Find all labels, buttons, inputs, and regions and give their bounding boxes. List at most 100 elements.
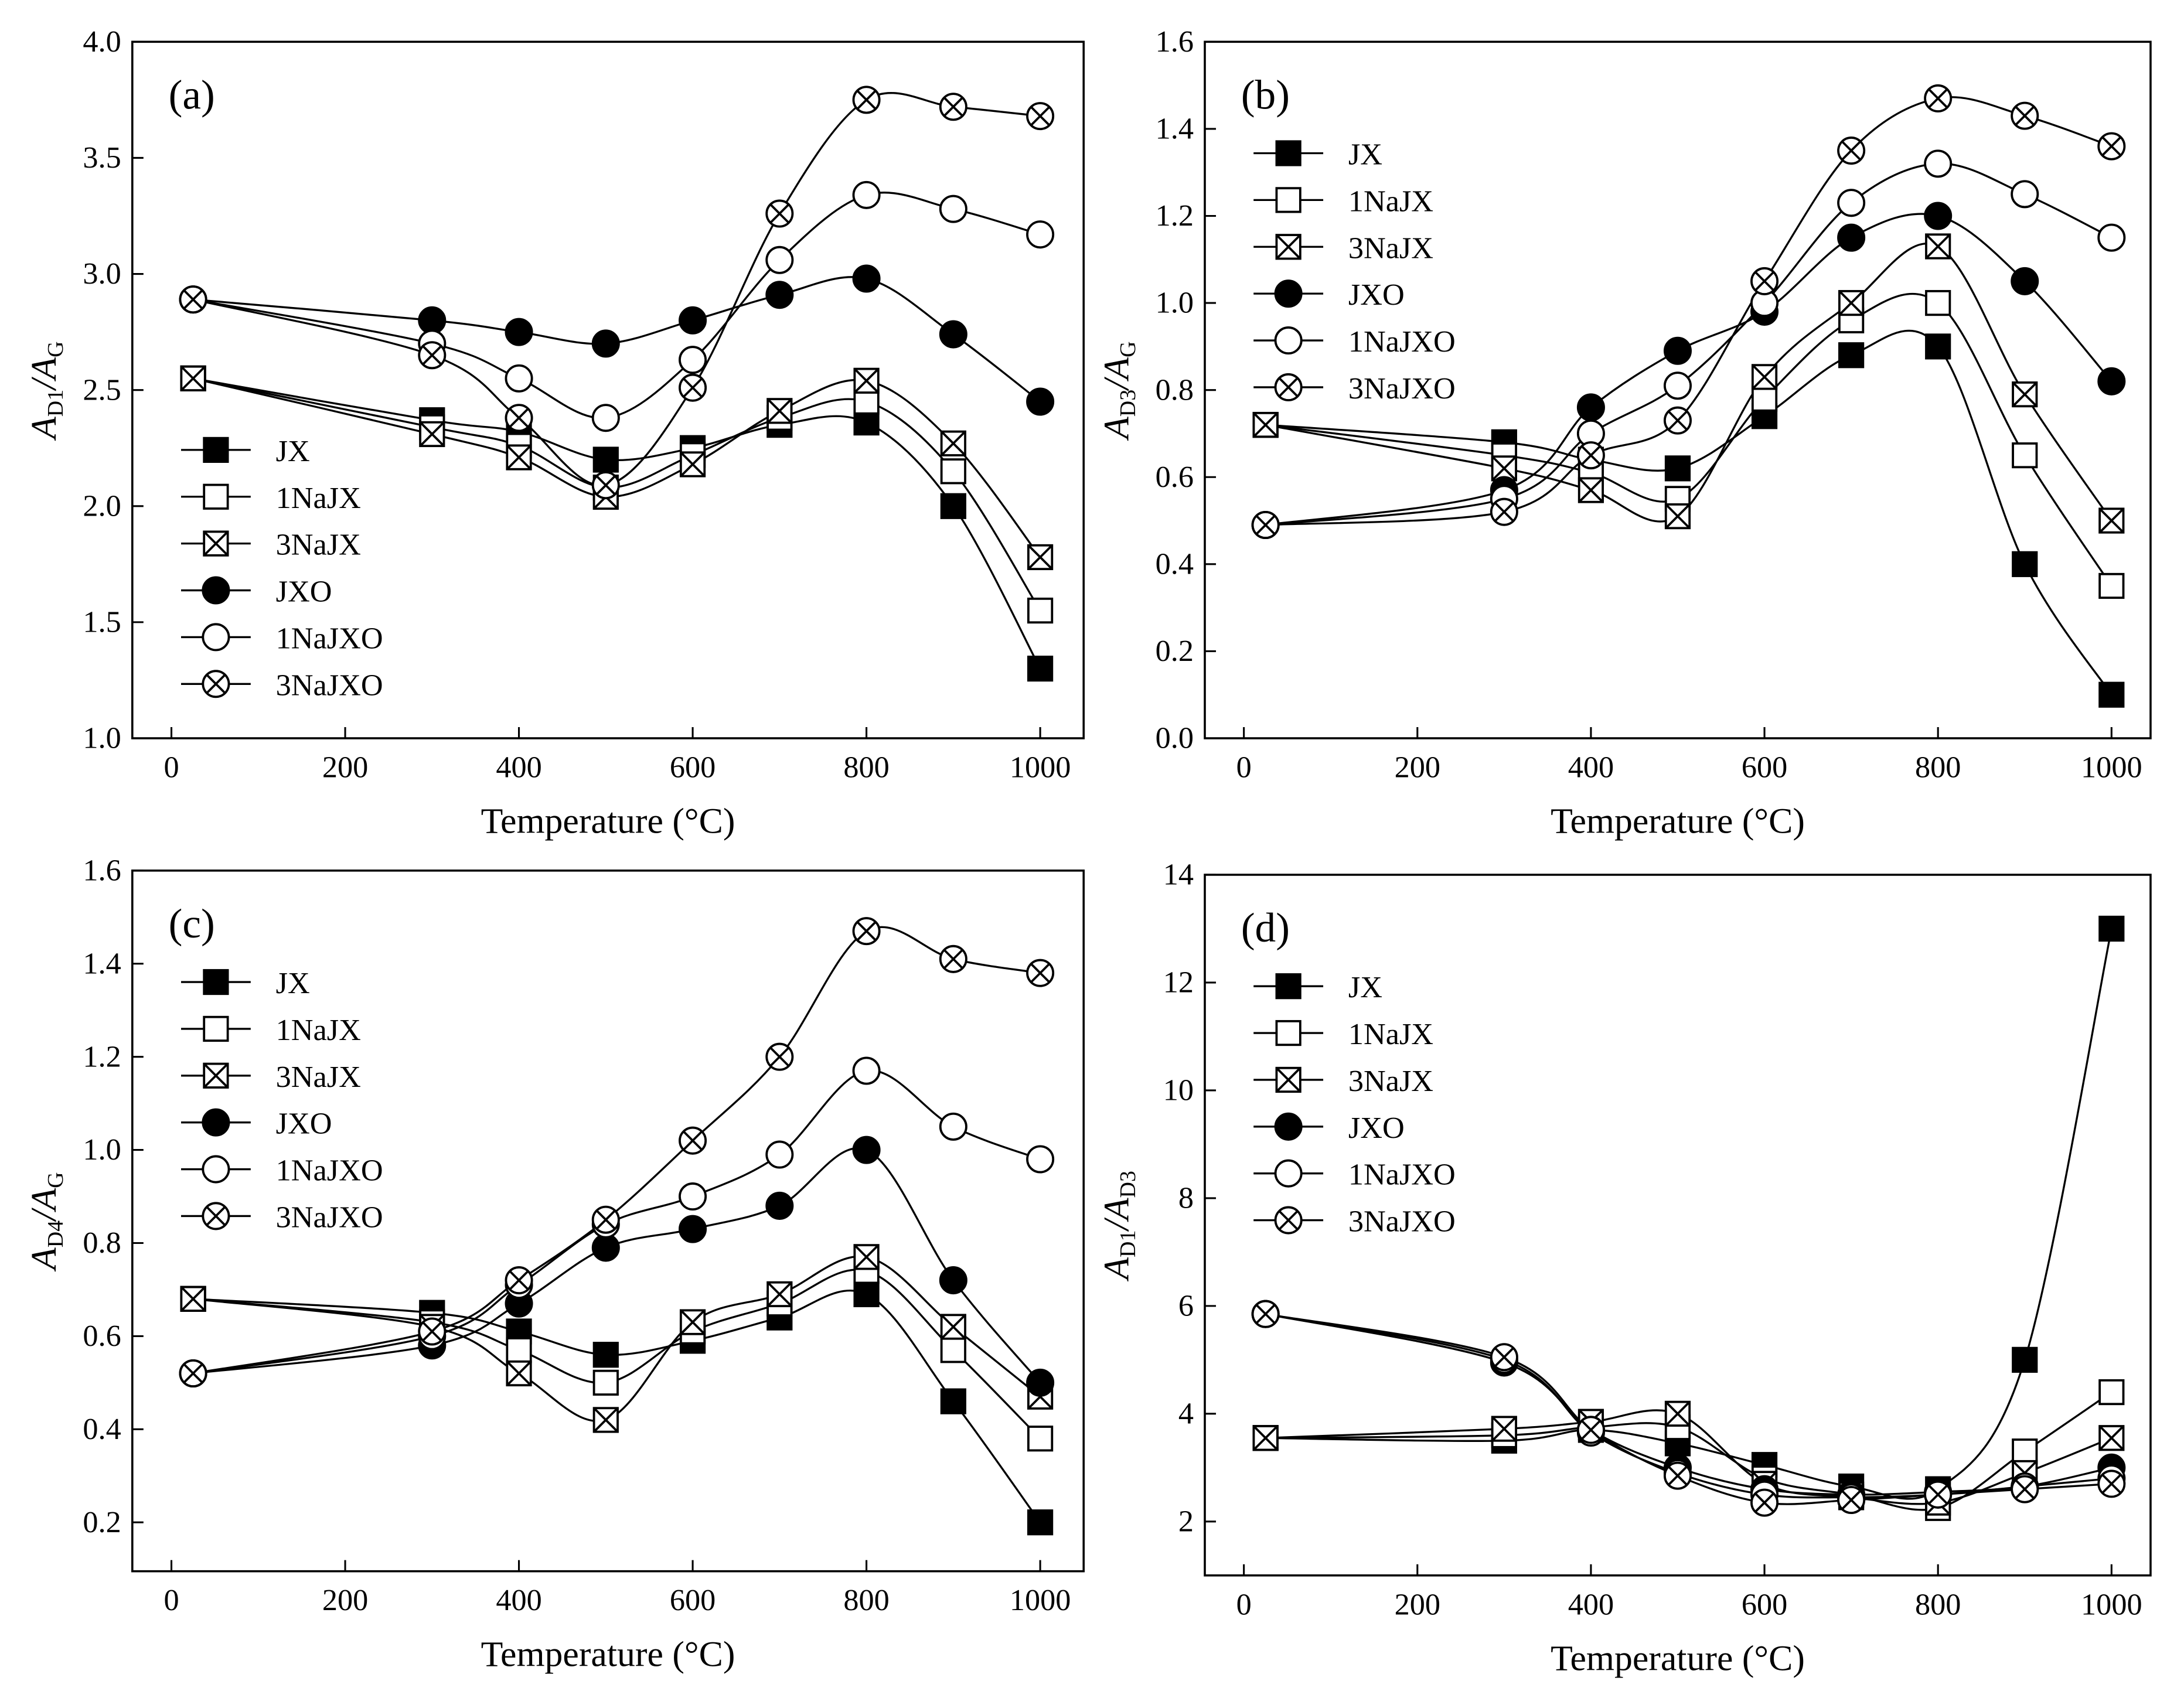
marker: [940, 1388, 966, 1414]
marker: [2097, 367, 2126, 395]
y-tick-label: 1.4: [1156, 112, 1194, 146]
marker-cross: [2098, 507, 2124, 534]
marker-cross: [2015, 1479, 2035, 1499]
marker: [1026, 387, 1055, 416]
marker: [2012, 1438, 2038, 1465]
x-tick-label: 1000: [2081, 751, 2142, 785]
y-tick-label: 10: [1163, 1073, 1194, 1107]
marker-shape: [203, 483, 229, 510]
marker: [940, 1314, 966, 1340]
marker: [2098, 572, 2125, 599]
marker-shape: [1751, 386, 1778, 412]
marker: [2012, 551, 2038, 577]
marker-shape: [679, 346, 707, 374]
marker: [505, 404, 533, 432]
panel-label: (b): [1241, 71, 1290, 118]
y-label-text: A: [24, 1247, 64, 1272]
marker: [1664, 503, 1691, 530]
x-tick-label: 400: [1568, 1587, 1614, 1621]
marker: [505, 318, 533, 346]
marker: [1663, 406, 1692, 435]
marker-shape: [2098, 681, 2125, 708]
marker: [591, 1205, 620, 1234]
marker-shape: [852, 1136, 881, 1164]
marker-cross: [203, 1063, 229, 1089]
marker-shape: [2011, 267, 2039, 295]
y-tick-label: 4.0: [83, 25, 121, 59]
marker-shape: [852, 264, 881, 293]
marker-cross: [943, 97, 963, 117]
marker-cross: [1928, 88, 1948, 108]
marker: [418, 306, 447, 335]
marker-cross: [595, 1209, 616, 1230]
marker-shape: [591, 1233, 620, 1262]
marker-shape: [505, 318, 533, 346]
marker-shape: [202, 1108, 230, 1137]
marker-shape: [2012, 1438, 2038, 1465]
marker-shape: [1664, 455, 1691, 482]
marker-cross: [766, 1281, 792, 1307]
x-tick-label: 800: [1915, 751, 1961, 785]
y-axis-label: AD3/AG: [1096, 341, 1140, 441]
marker: [592, 1369, 619, 1396]
marker-cross: [854, 1244, 880, 1270]
panel: 0 200 400 600 800 1000 1.0 1.5 2.0 2.5 3.0 3.5 4.0 (a…: [24, 25, 1085, 841]
marker: [766, 1281, 793, 1308]
marker-cross: [1276, 1067, 1301, 1093]
marker-shape: [505, 364, 533, 393]
marker-shape: [1275, 973, 1301, 1000]
marker: [505, 1266, 533, 1295]
marker: [1274, 279, 1303, 308]
marker: [1252, 1425, 1279, 1451]
marker-shape: [2011, 180, 2039, 209]
legend-label: JX: [276, 434, 310, 468]
marker-cross: [1030, 963, 1051, 983]
marker: [1027, 544, 1054, 571]
marker-shape: [1274, 1159, 1303, 1188]
marker-shape: [592, 1369, 619, 1396]
y-label-subscript: D3: [1116, 1171, 1140, 1198]
y-label-subscript: D4: [43, 1220, 68, 1247]
marker: [1576, 1416, 1605, 1444]
marker-shape: [2012, 442, 2038, 469]
marker: [203, 437, 229, 463]
marker-cross: [1491, 455, 1517, 481]
marker-cross: [1253, 1425, 1279, 1451]
marker-cross: [1278, 377, 1299, 397]
y-tick-label: 0.6: [83, 1319, 121, 1353]
marker: [1664, 455, 1691, 482]
marker: [2097, 132, 2126, 161]
marker-cross: [1494, 1347, 1514, 1368]
marker-cross: [1491, 1416, 1517, 1442]
marker: [1924, 202, 1953, 230]
marker: [202, 1155, 230, 1184]
legend-label: 1NaJX: [1348, 1017, 1433, 1051]
marker-cross: [2015, 105, 2035, 126]
marker: [1027, 656, 1054, 682]
marker-shape: [1275, 140, 1301, 166]
marker: [2012, 381, 2038, 408]
marker-cross: [183, 289, 203, 310]
marker: [765, 1140, 794, 1169]
marker-cross: [769, 1046, 790, 1067]
x-tick-label: 200: [322, 1583, 368, 1617]
marker: [1274, 373, 1303, 401]
marker: [765, 199, 794, 228]
marker-cross: [1030, 106, 1051, 127]
marker: [2097, 1469, 2126, 1498]
marker: [1838, 289, 1865, 316]
y-tick-label: 12: [1163, 966, 1194, 1000]
marker: [2011, 267, 2039, 295]
marker: [1274, 1159, 1303, 1188]
series-line: [193, 1255, 1041, 1423]
panel: 0 200 400 600 800 1000 0.2 0.4 0.6 0.8 1.0 1.2 1.4 1.…: [24, 853, 1085, 1674]
marker: [202, 1202, 230, 1230]
marker-shape: [1663, 371, 1692, 400]
marker: [1251, 510, 1280, 539]
marker: [939, 93, 967, 121]
marker-shape: [939, 1112, 967, 1141]
x-tick-label: 0: [1236, 751, 1252, 785]
marker: [1925, 333, 1951, 360]
x-tick-label: 1000: [1010, 1583, 1071, 1617]
marker-cross: [593, 1407, 619, 1433]
